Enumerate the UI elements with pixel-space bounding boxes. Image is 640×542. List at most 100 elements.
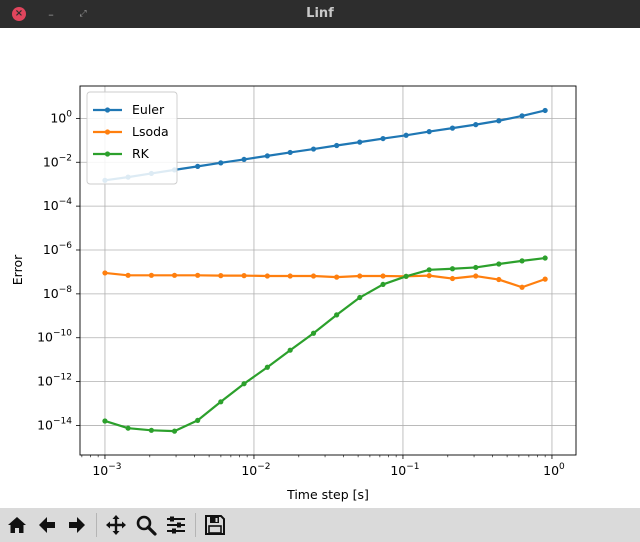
- x-axis-label: Time step [s]: [286, 487, 369, 502]
- data-point-lsoda: [148, 272, 155, 278]
- home-icon: [8, 517, 26, 533]
- data-point-euler: [380, 135, 386, 142]
- window-title: Linf: [306, 6, 334, 21]
- data-point-euler: [496, 118, 502, 124]
- y-tick-label: 10−10: [37, 329, 72, 345]
- minimize-icon[interactable]: –: [48, 7, 54, 21]
- legend-marker: [104, 129, 111, 135]
- series-line-euler: [104, 109, 546, 182]
- toolbar-separator: [96, 513, 97, 537]
- y-tick-label-base: 10: [37, 374, 53, 389]
- x-tick-label: 10−1: [390, 462, 419, 478]
- y-tick-label-base: 10: [37, 330, 53, 345]
- figure-canvas[interactable]: 10−3 10−2 10−1 100 100 10−2 10−4 10−6 10−8 10−10 1…: [0, 28, 640, 508]
- data-point-lsoda: [357, 273, 363, 279]
- legend-marker: [104, 151, 111, 157]
- y-tick-label-exp: −10: [53, 329, 72, 339]
- legend-label: RK: [132, 146, 150, 161]
- data-point-euler: [264, 153, 270, 159]
- data-point-rk: [473, 264, 479, 271]
- data-point-rk: [171, 428, 178, 434]
- y-tick-label: 10−8: [43, 285, 72, 301]
- data-point-rk: [125, 425, 131, 431]
- data-point-rk: [102, 418, 108, 424]
- series-line-lsoda: [104, 271, 546, 289]
- data-point-lsoda: [171, 272, 178, 278]
- y-tick-label-base: 10: [43, 154, 59, 169]
- data-point-rk: [357, 294, 363, 301]
- x-tick-label-base: 10: [543, 463, 559, 478]
- data-point-lsoda: [287, 273, 293, 279]
- maximize-icon[interactable]: ⤢: [79, 8, 87, 19]
- y-tick-label: 10−6: [43, 241, 72, 257]
- toolbar-separator: [195, 513, 196, 537]
- forward-button[interactable]: [64, 512, 90, 538]
- data-point-rk: [264, 364, 270, 370]
- x-tick-label: 100: [543, 462, 565, 478]
- zoom-button[interactable]: [133, 512, 159, 538]
- x-tick-label-base: 10: [390, 463, 406, 478]
- data-point-rk: [519, 258, 525, 264]
- x-tick-label-base: 10: [241, 463, 257, 478]
- y-tick-label: 10−12: [37, 373, 72, 389]
- data-point-euler: [357, 139, 363, 145]
- axes-frame: [79, 85, 577, 456]
- data-point-rk: [403, 273, 409, 279]
- y-tick-label-exp: −6: [59, 241, 73, 251]
- data-point-euler: [403, 132, 409, 138]
- data-point-euler: [449, 125, 456, 131]
- save-button[interactable]: [202, 512, 228, 538]
- data-point-lsoda: [264, 273, 270, 279]
- legend-box: [86, 91, 178, 185]
- y-tick-label-exp: −2: [59, 153, 72, 163]
- y-tick-label: 10−14: [37, 416, 72, 432]
- x-tick-label-exp: 0: [559, 462, 565, 472]
- ticks-layer: 10−3 10−2 10−1 10010010−210−410−610−810−101…: [37, 109, 565, 478]
- data-point-lsoda: [449, 275, 456, 282]
- configure-subplots-button[interactable]: [163, 512, 189, 538]
- data-point-rk: [426, 267, 432, 273]
- navigation-toolbar: [0, 508, 640, 542]
- data-point-rk: [195, 417, 201, 424]
- back-button[interactable]: [34, 512, 60, 538]
- x-tick-label: 10−2: [241, 462, 270, 478]
- x-tick-label-exp: −2: [257, 462, 270, 472]
- data-point-euler: [287, 149, 293, 156]
- data-point-euler: [218, 160, 224, 166]
- y-tick-label-exp: −12: [53, 373, 72, 383]
- pan-icon: [106, 515, 126, 535]
- y-tick-label-base: 10: [43, 242, 59, 257]
- data-point-euler: [519, 113, 525, 119]
- data-point-rk: [218, 399, 224, 405]
- data-point-lsoda: [310, 273, 317, 279]
- data-point-lsoda: [102, 270, 108, 276]
- close-icon[interactable]: ×: [12, 7, 26, 21]
- data-point-euler: [473, 122, 479, 128]
- data-point-rk: [542, 255, 548, 261]
- legend-label: Euler: [132, 102, 165, 117]
- back-icon: [39, 517, 55, 533]
- data-point-lsoda: [426, 273, 432, 279]
- data-point-rk: [334, 312, 340, 318]
- data-point-lsoda: [218, 273, 224, 279]
- data-point-euler: [241, 156, 247, 163]
- data-point-rk: [449, 266, 456, 272]
- data-point-rk: [380, 281, 386, 288]
- data-point-lsoda: [334, 274, 340, 280]
- y-tick-label-exp: −4: [59, 197, 73, 207]
- home-button[interactable]: [4, 512, 30, 538]
- data-point-rk: [496, 261, 502, 267]
- data-point-lsoda: [380, 273, 386, 279]
- legend: Euler Lsoda RK: [86, 91, 178, 185]
- y-tick-label-base: 10: [43, 198, 59, 213]
- x-tick-label-exp: −3: [108, 462, 121, 472]
- y-tick-label: 10−4: [43, 197, 72, 213]
- title-bar: × – ⤢ Linf: [0, 0, 640, 28]
- data-point-rk: [287, 347, 293, 353]
- line-chart: 10−3 10−2 10−1 10010010−210−410−610−810−101…: [10, 85, 577, 502]
- data-point-lsoda: [473, 273, 479, 279]
- pan-button[interactable]: [103, 512, 129, 538]
- save-icon: [205, 515, 225, 535]
- y-tick-label-exp: −14: [53, 416, 72, 426]
- zoom-icon: [136, 515, 157, 536]
